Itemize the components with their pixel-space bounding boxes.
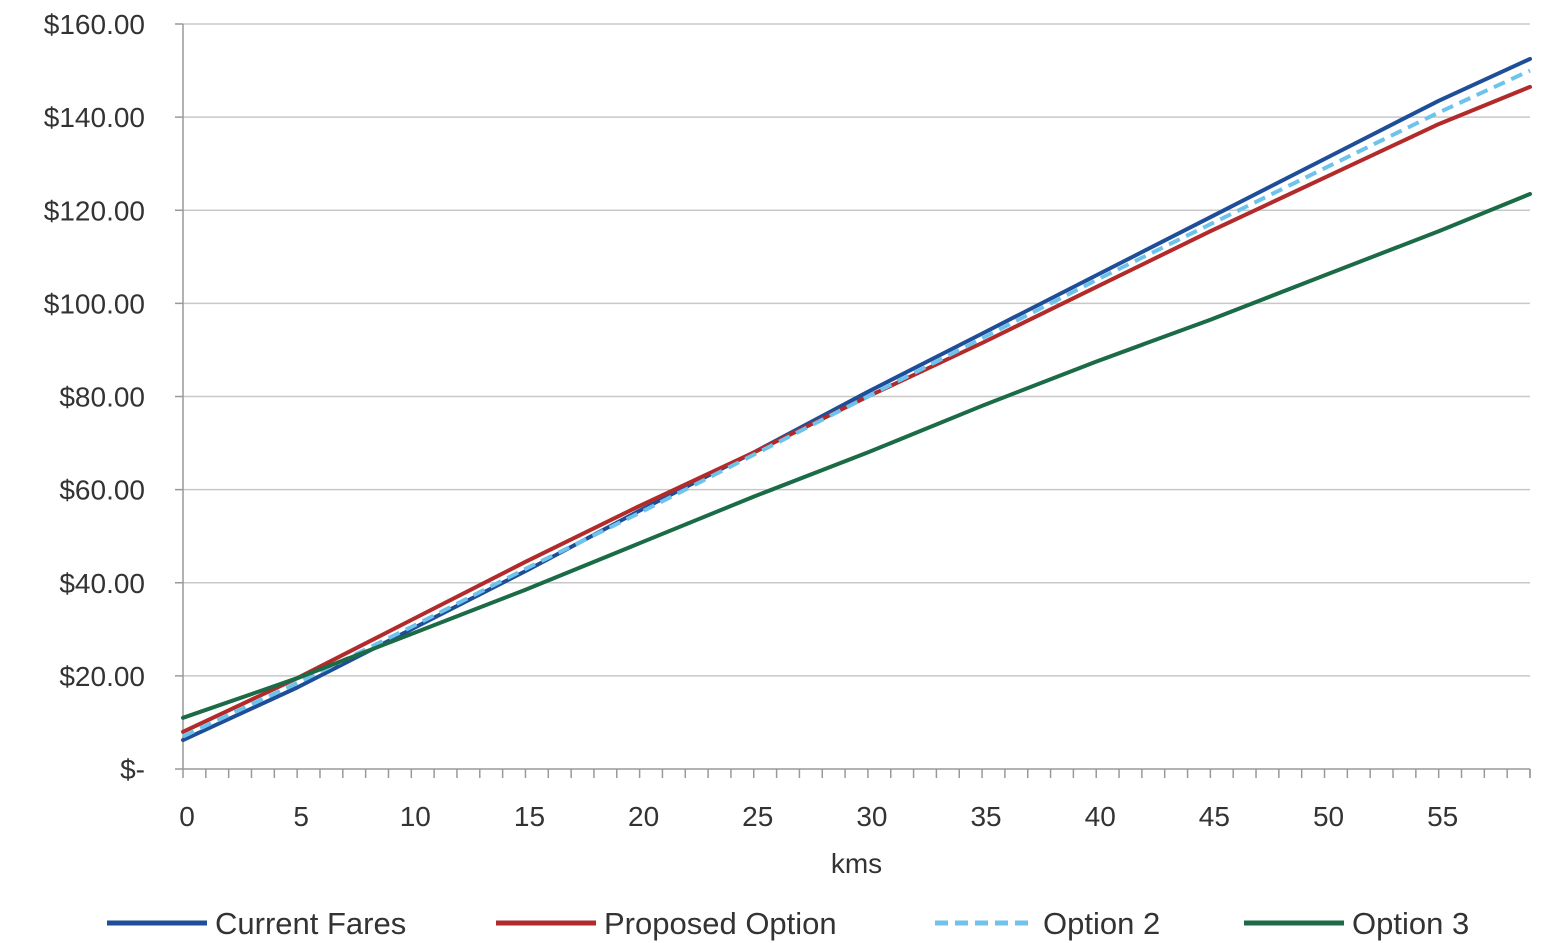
y-tick-labels: $- $20.00 $40.00 $60.00 $80.00 $100.00 $120.00… — [44, 9, 145, 785]
y-tick-label: $- — [120, 754, 145, 785]
legend-label: Option 2 — [1043, 906, 1160, 941]
series-line-proposed-option — [181, 84, 1532, 734]
series-line-option-3 — [181, 192, 1532, 720]
legend: Current Fares Proposed Option Option 2 Opti… — [107, 906, 1469, 941]
x-axis-title: kms — [831, 848, 882, 879]
y-tick-label: $60.00 — [59, 475, 145, 506]
x-tick-label: 5 — [293, 801, 309, 832]
x-tick-label: 50 — [1313, 801, 1344, 832]
x-tick-label: 10 — [400, 801, 431, 832]
y-tick-label: $20.00 — [59, 661, 145, 692]
y-tick-label: $120.00 — [44, 195, 145, 226]
axes — [175, 23, 1531, 778]
x-tick-label: 45 — [1199, 801, 1230, 832]
x-tick-label: 30 — [856, 801, 887, 832]
legend-label: Current Fares — [215, 906, 406, 941]
y-tick-label: $80.00 — [59, 382, 145, 413]
x-tick-label: 40 — [1085, 801, 1116, 832]
x-tick-labels: 0 5 10 15 20 25 30 35 40 45 50 55 — [179, 801, 1458, 832]
series-lines — [181, 56, 1532, 743]
x-tick-label: 20 — [628, 801, 659, 832]
y-tick-label: $40.00 — [59, 568, 145, 599]
series-line-option-2 — [182, 68, 1531, 739]
y-tick-label: $100.00 — [44, 288, 145, 319]
series-line-current-fares — [181, 56, 1532, 743]
legend-label: Option 3 — [1352, 906, 1469, 941]
x-tick-label: 55 — [1427, 801, 1458, 832]
x-tick-label: 0 — [179, 801, 195, 832]
x-tick-label: 25 — [742, 801, 773, 832]
x-tick-label: 35 — [970, 801, 1001, 832]
y-tick-label: $140.00 — [44, 102, 145, 133]
legend-label: Proposed Option — [604, 906, 837, 941]
y-tick-label: $160.00 — [44, 9, 145, 40]
x-tick-label: 15 — [514, 801, 545, 832]
gridlines — [183, 23, 1530, 677]
